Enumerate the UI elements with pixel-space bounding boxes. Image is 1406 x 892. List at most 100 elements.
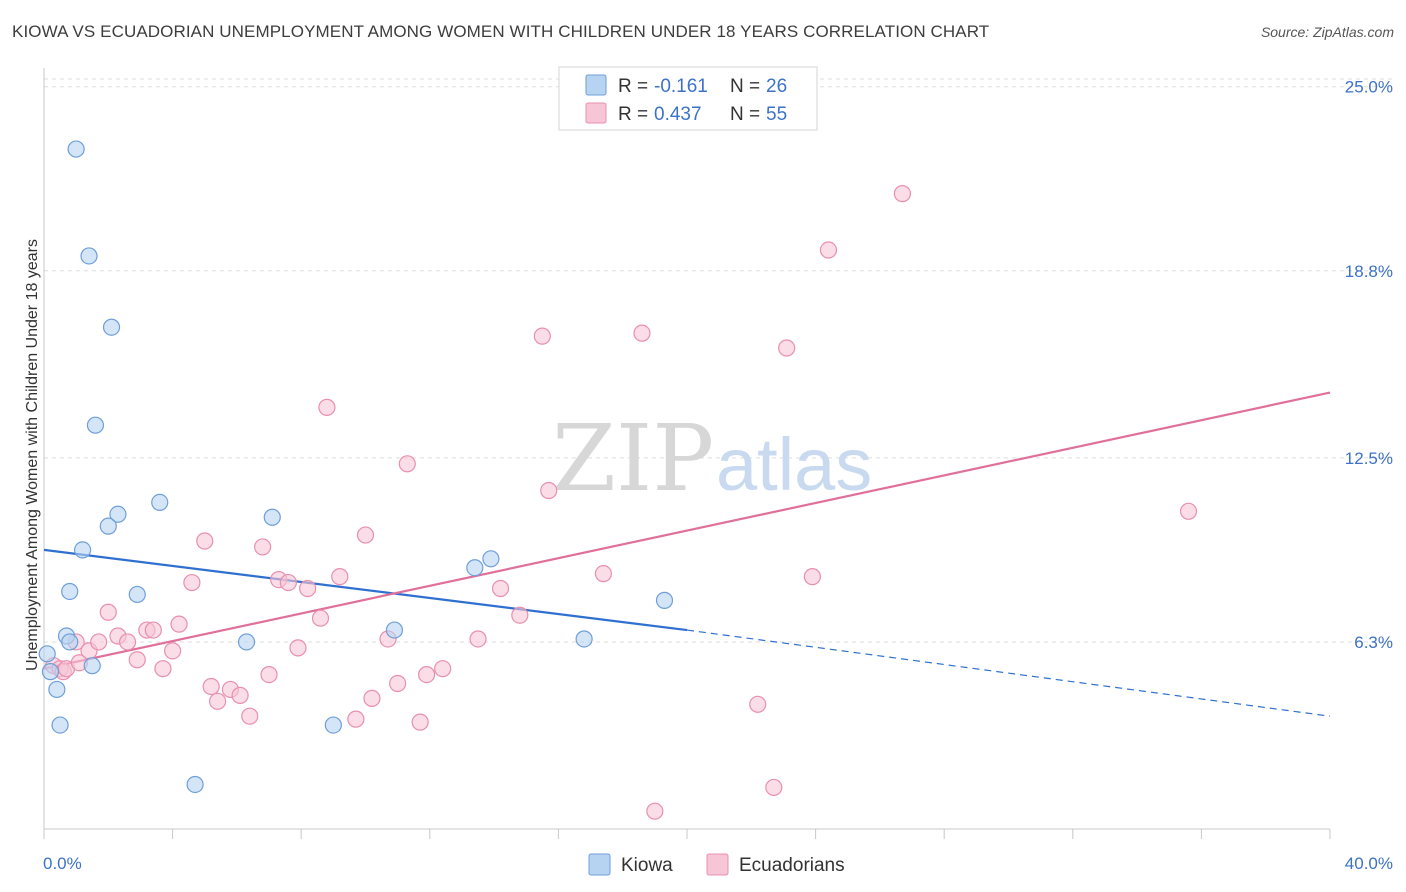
kiowa-point [109, 505, 127, 523]
source-label: Source: ZipAtlas.com [1260, 24, 1394, 40]
ecuadorians-point [196, 532, 214, 550]
kiowa-point [80, 247, 98, 265]
kiowa-point [128, 585, 146, 604]
y-tick-label: 18.8% [1345, 262, 1393, 281]
ecuadorians-point [231, 686, 249, 704]
axes [43, 68, 1331, 839]
ecuadorians-point [533, 327, 551, 345]
kiowa-point [48, 680, 66, 699]
ecuadorians-point [765, 778, 783, 797]
legend: R = -0.161 N = 26 R = 0.437 N = 55 [558, 66, 818, 131]
ecuadorians-trend-line [43, 391, 1331, 670]
ecuadorians-point [491, 579, 510, 598]
kiowa-point [575, 630, 593, 648]
ecuadorians-point [241, 707, 259, 725]
ecuadorians-point [331, 568, 349, 586]
legend-r-label-ecuadorians: R = [618, 104, 648, 125]
watermark-atlas: atlas [716, 423, 872, 506]
kiowa-point [38, 645, 56, 663]
ecuadorians-point [254, 538, 272, 556]
ecuadorians-point [279, 573, 297, 592]
ecuadorians-point [183, 573, 201, 592]
x-tick-label: 40.0% [1345, 854, 1393, 873]
ecuadorians-point [99, 603, 117, 621]
series-kiowa [38, 140, 674, 794]
ecuadorians-point [209, 692, 227, 710]
ecuadorians-point [170, 615, 188, 633]
kiowa-point [67, 140, 85, 158]
grid-lines [44, 78, 1395, 643]
ecuadorians-point [633, 324, 651, 342]
ecuadorians-point [749, 695, 767, 713]
ecuadorians-point [511, 606, 529, 624]
kiowa-point [186, 775, 204, 794]
ecuadorians-point [363, 689, 381, 707]
ecuadorians-point [540, 481, 558, 500]
ecuadorians-point [164, 642, 182, 660]
ecuadorians-point [469, 630, 487, 648]
ecuadorians-point [893, 185, 912, 203]
legend-swatch-ecuadorians [585, 102, 607, 124]
ecuadorians-point [434, 660, 452, 678]
kiowa-point [385, 621, 404, 639]
x-tick-label: 0.0% [43, 854, 82, 873]
y-tick-label: 25.0% [1345, 78, 1393, 97]
chart-title: KIOWA VS ECUADORIAN UNEMPLOYMENT AMONG W… [12, 22, 990, 41]
kiowa-trend-extension [686, 629, 1331, 717]
kiowa-point [263, 508, 281, 526]
kiowa-point [482, 550, 500, 568]
ecuadorians-point [356, 526, 375, 544]
ecuadorians-point [289, 639, 307, 657]
ecuadorians-point [144, 621, 162, 639]
kiowa-point [86, 416, 105, 434]
ecuadorians-point [646, 802, 664, 820]
ecuadorians-point [819, 241, 838, 259]
bottom-legend-swatch-kiowa [588, 853, 611, 876]
legend-swatch-kiowa [585, 74, 607, 96]
bottom-legend-kiowa: Kiowa [621, 855, 673, 876]
kiowa-point [61, 582, 79, 601]
watermark-zip: ZIP [552, 405, 714, 512]
y-axis-label: Unemployment Among Women with Children U… [24, 239, 41, 671]
legend-r-label-kiowa: R = [618, 76, 648, 97]
kiowa-point [83, 657, 101, 675]
watermark: ZIP atlas [552, 405, 872, 512]
ecuadorians-point [154, 660, 172, 678]
x-tick-labels: 0.0% 40.0% [43, 854, 1393, 873]
ecuadorians-point [778, 339, 796, 357]
trend-lines [43, 391, 1331, 717]
kiowa-point [99, 517, 117, 535]
kiowa-point [655, 591, 674, 609]
ecuadorians-point [347, 710, 365, 728]
ecuadorians-point [118, 633, 137, 651]
ecuadorians-point [299, 579, 317, 598]
legend-n-value-ecuadorians: 55 [766, 104, 787, 125]
kiowa-trend-line [43, 548, 688, 632]
kiowa-point [61, 633, 79, 651]
kiowa-point [51, 716, 69, 734]
legend-r-value-ecuadorians: 0.437 [654, 104, 702, 125]
ecuadorians-point [1179, 502, 1198, 520]
ecuadorians-point [128, 651, 146, 669]
legend-n-value-kiowa: 26 [766, 76, 787, 97]
bottom-legend-ecuadorians: Ecuadorians [739, 855, 845, 876]
ecuadorians-point [411, 713, 429, 731]
legend-n-label-ecuadorians: N = [730, 104, 760, 125]
legend-r-value-kiowa: -0.161 [654, 76, 708, 97]
ecuadorians-point [202, 677, 220, 696]
kiowa-point [41, 663, 60, 681]
kiowa-point [151, 493, 169, 511]
ecuadorians-point [311, 609, 330, 627]
ecuadorians-point [260, 666, 278, 684]
legend-n-label-kiowa: N = [730, 76, 760, 97]
ecuadorians-point [318, 398, 336, 416]
ecuadorians-point [417, 666, 436, 684]
ecuadorians-point [803, 568, 821, 586]
y-tick-label: 12.5% [1345, 449, 1393, 468]
kiowa-point [73, 541, 92, 559]
kiowa-point [466, 559, 484, 577]
bottom-legend-swatch-ecuadorians [706, 853, 729, 876]
kiowa-point [324, 716, 342, 734]
ecuadorians-point [389, 674, 407, 693]
ecuadorians-point [90, 633, 108, 651]
